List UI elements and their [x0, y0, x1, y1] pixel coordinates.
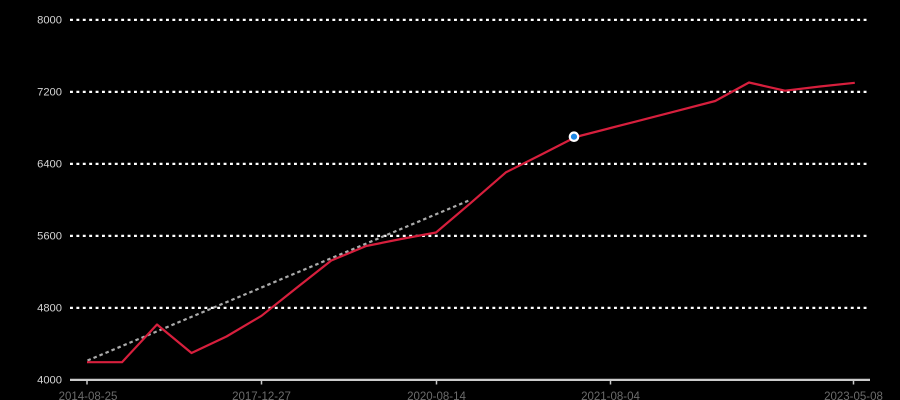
svg-text:4800: 4800 — [37, 303, 62, 315]
svg-text:7200: 7200 — [37, 87, 62, 99]
svg-text:2014-08-25: 2014-08-25 — [59, 391, 118, 400]
svg-text:2021-08-04: 2021-08-04 — [581, 391, 640, 400]
svg-text:8000: 8000 — [37, 15, 62, 27]
svg-text:2020-08-14: 2020-08-14 — [407, 391, 466, 400]
svg-text:2023-05-08: 2023-05-08 — [824, 391, 883, 400]
svg-text:2017-12-27: 2017-12-27 — [232, 391, 291, 400]
svg-text:5600: 5600 — [37, 231, 62, 243]
svg-text:4000: 4000 — [37, 375, 62, 387]
svg-text:6400: 6400 — [37, 159, 62, 171]
